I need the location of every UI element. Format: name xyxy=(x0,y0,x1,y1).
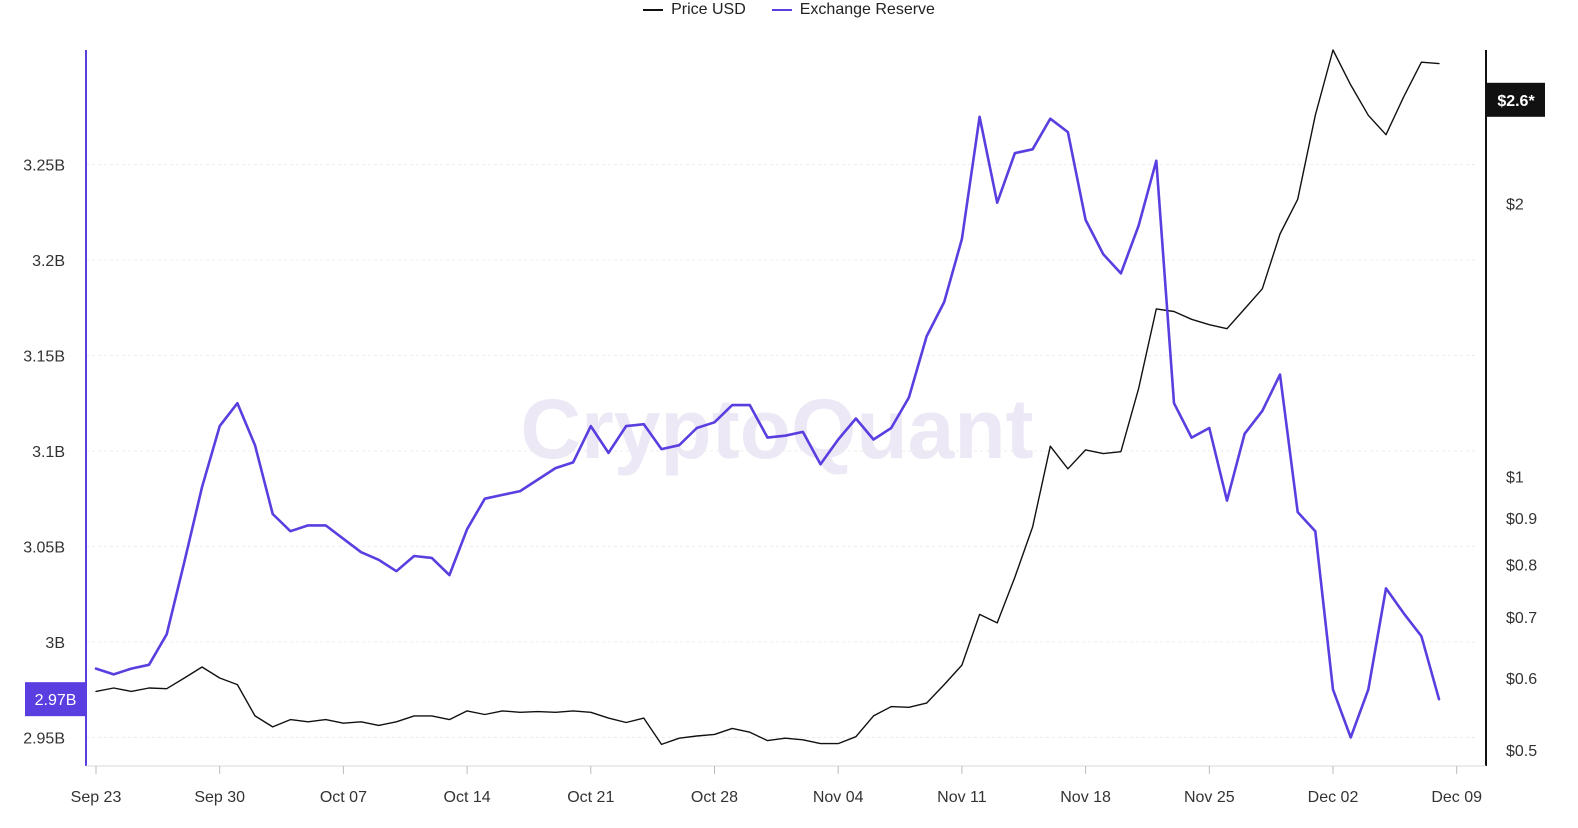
legend-item-price[interactable]: Price USD xyxy=(643,0,746,20)
price-usd-line xyxy=(95,49,1440,746)
y-right-tick-label: $2 xyxy=(1506,196,1524,213)
y-right-tick-label: $0.5 xyxy=(1506,743,1537,760)
y-left-tick-label: 3.05B xyxy=(23,539,65,556)
y-left-tick-label: 3.25B xyxy=(23,158,65,175)
y-right-tick-label: $0.8 xyxy=(1506,558,1537,575)
x-tick-label: Sep 30 xyxy=(194,789,245,806)
watermark-text: CryptoQuant xyxy=(520,382,1033,476)
legend-label-exchange-reserve: Exchange Reserve xyxy=(799,1,935,18)
axes: 2.95B 3B 3.05B 3.1B 3.15B 3.2B 3.25B $0.5 $0.6 $0… xyxy=(23,50,1537,806)
x-tick-label: Nov 25 xyxy=(1184,789,1235,806)
legend-swatch-price xyxy=(643,9,664,11)
y-right-tick-label: $0.6 xyxy=(1506,671,1537,688)
legend-item-exchange-reserve[interactable]: Exchange Reserve xyxy=(771,0,935,20)
legend-swatch-exchange-reserve xyxy=(771,9,792,11)
x-tick-label: Nov 04 xyxy=(813,789,864,806)
y-left-tick-label: 3.1B xyxy=(32,444,65,461)
x-tick-label: Dec 02 xyxy=(1308,789,1359,806)
x-tick-label: Sep 23 xyxy=(71,789,122,806)
x-tick-label: Oct 07 xyxy=(320,789,367,806)
x-tick-label: Oct 21 xyxy=(567,789,614,806)
x-tick-label: Nov 11 xyxy=(937,789,987,806)
left-current-badge-label: 2.97B xyxy=(35,692,77,709)
legend: Price USD Exchange Reserve xyxy=(0,0,1578,20)
x-tick-label: Nov 18 xyxy=(1060,789,1111,806)
legend-label-price: Price USD xyxy=(671,1,746,18)
right-current-badge-label: $2.6* xyxy=(1497,93,1535,110)
y-right-tick-label: $0.7 xyxy=(1506,610,1537,627)
y-right-tick-label: $1 xyxy=(1506,470,1524,487)
right-current-badge xyxy=(1487,82,1545,117)
exchange-reserve-line xyxy=(94,115,1441,739)
y-left-tick-label: 2.95B xyxy=(23,730,65,747)
y-left-tick-label: 3.2B xyxy=(32,253,65,270)
series-lines xyxy=(94,49,1441,746)
y-left-tick-label: 3B xyxy=(45,635,65,652)
y-left-tick-label: 3.15B xyxy=(23,348,65,365)
x-tick-label: Oct 28 xyxy=(691,789,738,806)
x-tick-label: Dec 09 xyxy=(1431,789,1482,806)
value-badges: 2.97B $2.6* xyxy=(25,82,1545,717)
y-right-tick-label: $0.9 xyxy=(1506,511,1537,528)
left-current-badge xyxy=(25,682,86,717)
x-tick-label: Oct 14 xyxy=(444,789,491,806)
